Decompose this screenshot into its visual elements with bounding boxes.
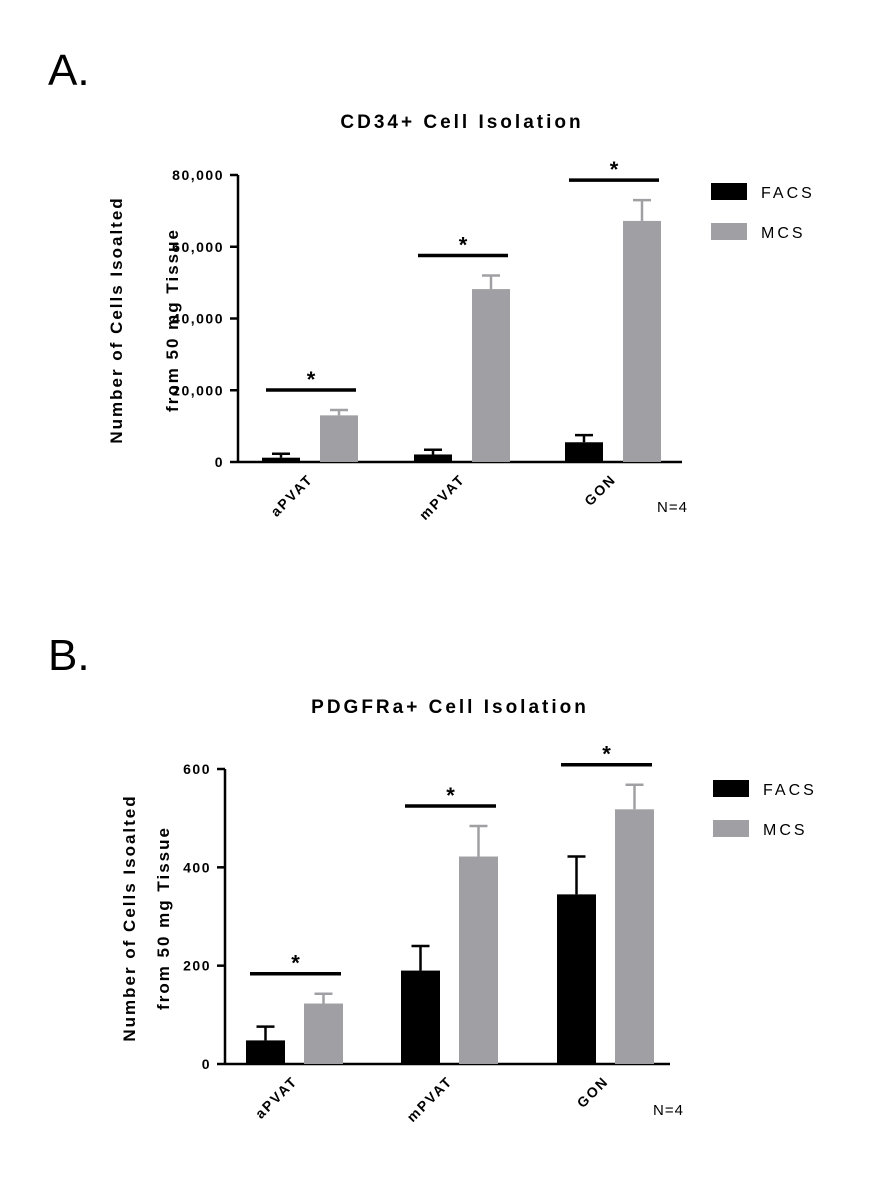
sample-size-note: N=4 xyxy=(657,499,688,516)
legend-label: FACS xyxy=(763,782,817,799)
x-tick-label: GON xyxy=(581,471,619,509)
y-tick-label: 40,000 xyxy=(172,311,224,327)
y-tick-label: 0 xyxy=(202,1056,211,1072)
y-tick-label: 200 xyxy=(183,958,211,974)
significance-star: * xyxy=(610,157,619,182)
panel-letter: A. xyxy=(48,46,90,95)
x-tick-label: mPVAT xyxy=(403,1073,455,1125)
bar-mcs-gon xyxy=(623,220,661,462)
x-tick-label: aPVAT xyxy=(252,1073,301,1122)
y-axis-label: from 50 mg Tissue xyxy=(163,228,182,412)
legend-swatch-mcs xyxy=(711,223,747,240)
significance-star: * xyxy=(307,367,316,392)
bar-facs-mpvat xyxy=(401,970,440,1064)
y-axis-label: from 50 mg Tissue xyxy=(154,826,173,1010)
chart-panel-a: A. CD34+ Cell Isolation Number of Cells Is… xyxy=(48,46,815,523)
x-tick-label: GON xyxy=(574,1073,612,1111)
significance-star: * xyxy=(602,742,611,767)
bar-facs-apvat xyxy=(262,457,300,462)
legend-swatch-facs xyxy=(711,183,747,200)
bar-facs-gon xyxy=(565,442,603,462)
panel-letter: B. xyxy=(48,631,90,680)
bar-facs-apvat xyxy=(246,1040,285,1064)
y-tick-label: 60,000 xyxy=(172,239,224,255)
legend-label: FACS xyxy=(761,185,815,202)
chart-title: PDGFRa+ Cell Isolation xyxy=(311,697,589,718)
y-tick-label: 600 xyxy=(183,761,211,777)
legend-swatch-facs xyxy=(713,780,749,797)
chart-title: CD34+ Cell Isolation xyxy=(340,112,583,133)
significance-star: * xyxy=(291,951,300,976)
y-tick-label: 400 xyxy=(183,859,211,875)
bar-facs-gon xyxy=(557,894,596,1064)
bar-facs-mpvat xyxy=(414,454,452,462)
significance-star: * xyxy=(459,232,468,257)
significance-star: * xyxy=(446,783,455,808)
legend-label: MCS xyxy=(763,822,808,839)
sample-size-note: N=4 xyxy=(653,1102,684,1119)
x-tick-label: aPVAT xyxy=(267,471,316,520)
legend-swatch-mcs xyxy=(713,820,749,837)
chart-panel-b: B. PDGFRa+ Cell Isolation Number of Cells … xyxy=(48,631,817,1125)
bar-mcs-apvat xyxy=(320,415,358,462)
y-tick-label: 0 xyxy=(215,454,224,470)
legend-label: MCS xyxy=(761,225,806,242)
bar-mcs-mpvat xyxy=(472,289,510,462)
y-tick-label: 20,000 xyxy=(172,382,224,398)
y-axis-label: Number of Cells Isoalted xyxy=(107,196,126,443)
x-tick-label: mPVAT xyxy=(416,471,468,523)
bar-mcs-mpvat xyxy=(459,856,498,1064)
bar-mcs-apvat xyxy=(304,1003,343,1064)
bar-mcs-gon xyxy=(615,809,654,1064)
y-axis-label: Number of Cells Isoalted xyxy=(120,794,139,1041)
y-tick-label: 80,000 xyxy=(172,167,224,183)
